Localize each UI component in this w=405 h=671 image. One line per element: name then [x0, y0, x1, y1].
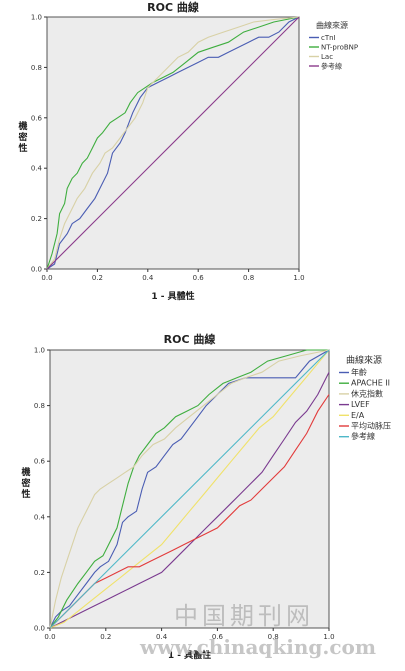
chart2-x-tick-label: 0.6	[212, 633, 224, 641]
chart2-legend-entry: LVEF	[351, 400, 370, 409]
chart2-y-tick-label: 0.2	[34, 569, 45, 577]
chart2-legend-title: 曲線來源	[346, 354, 382, 366]
chart2-y-tick-label: 1.0	[34, 347, 45, 355]
chart2-legend-entry: E/A	[351, 411, 365, 420]
chart1-x-tick-label: 0.8	[243, 274, 254, 282]
chart1-y-tick-label: 1.0	[31, 14, 42, 22]
chart2-legend-entry: 休克指數	[351, 388, 383, 398]
chart2-legend-entry: APACHE II	[351, 379, 390, 388]
chart2-series-line-3	[49, 349, 330, 629]
chart2-series-line-4	[49, 371, 330, 629]
chart2-y-tick-label: 0.4	[34, 513, 46, 521]
chart1-group: ROC 曲線 0.0 0.2 0.4 0.6 0.8 1.0 0.0 0.2 0.4 0.6 0.8 1…	[17, 0, 358, 302]
chart1-title: ROC 曲線	[147, 0, 199, 14]
chart1-x-axis-label: 1 - 具體性	[151, 290, 194, 302]
chart1-legend-entry: Lac	[321, 53, 333, 61]
chart1-series-line-2	[46, 16, 300, 270]
chart1-y-tick-label: 0.4	[31, 165, 43, 173]
chart2-x-tick-label: 0.8	[268, 633, 279, 641]
chart2-legend-entry: 年齡	[351, 367, 367, 377]
chart1-y-tick-label: 0.6	[31, 114, 43, 122]
chart2-legend-entry: 平均动脉压	[351, 421, 391, 431]
chart1-x-tick-label: 0.4	[142, 274, 154, 282]
chart1-y-tick-label: 0.8	[31, 64, 42, 72]
chart2-title: ROC 曲線	[164, 332, 216, 346]
chart1-y-axis-label: 機密性	[17, 120, 27, 154]
chart2-series-line-7	[49, 349, 330, 629]
chart2-x-tick-label: 0.2	[100, 633, 111, 641]
chart2-x-tick-label: 0.4	[156, 633, 168, 641]
chart2-x-axis-label: 1 - 具體性	[168, 649, 211, 661]
chart2-x-tick-label: 1.0	[323, 633, 334, 641]
chart1-y-tick-label: 0.2	[31, 215, 42, 223]
chart2-group: ROC 曲線 0.0 0.2 0.4 0.6 0.8 1.0 0.0 0.2 0.4 0.6 0.8 1…	[20, 332, 391, 661]
chart2-y-tick-label: 0.8	[34, 402, 45, 410]
chart1-x-tick-label: 0.0	[41, 274, 52, 282]
chart2-series-line-5	[49, 349, 330, 629]
chart2-series-line-6	[49, 394, 330, 629]
watermark: 中国期刊网 www.chinaqking.com	[140, 596, 405, 659]
chart2-y-tick-label: 0.6	[34, 458, 46, 466]
chart1-legend-entry: 參考線	[321, 62, 342, 71]
watermark-cn: 中国期刊网	[174, 602, 314, 630]
chart1-legend-entry: NT-proBNP	[321, 44, 358, 52]
chart1-x-tick-label: 1.0	[293, 274, 304, 282]
chart2-y-tick-label: 0.0	[34, 625, 45, 633]
chart2-series-line-2	[49, 349, 329, 629]
chart2-x-tick-label: 0.0	[44, 633, 55, 641]
chart1-y-tick-label: 0.0	[31, 266, 42, 274]
chart1-series-line-3	[46, 16, 300, 270]
chart1-series-line-4	[46, 16, 300, 270]
chart2-legend-entry: 參考線	[351, 431, 375, 441]
chart1-x-tick-label: 0.2	[92, 274, 103, 282]
chart2-series-line-1	[49, 349, 330, 629]
chart1-x-tick-label: 0.6	[193, 274, 205, 282]
chart2-y-axis-label: 機密性	[20, 466, 30, 500]
watermark-url: www.chinaqking.com	[140, 635, 377, 659]
chart1-legend-title: 曲線來源	[316, 20, 348, 30]
chart1-legend-entry: cTnI	[321, 34, 336, 42]
